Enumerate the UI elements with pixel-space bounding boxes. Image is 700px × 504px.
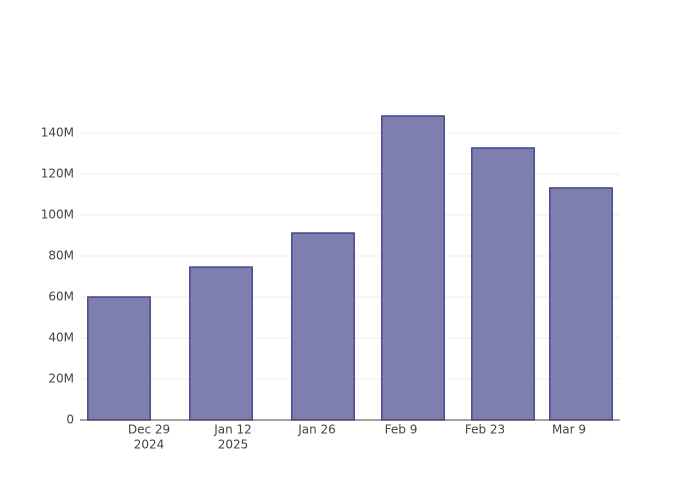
bar	[291, 232, 355, 421]
y-tick-label: 0	[66, 413, 74, 427]
bar	[189, 266, 253, 421]
x-tick-label: Feb 23	[465, 423, 505, 437]
bar	[87, 296, 151, 421]
bar	[471, 147, 535, 421]
y-tick-label: 140M	[41, 126, 74, 140]
y-tick-label: 60M	[48, 290, 74, 304]
x-tick-label: Jan 26	[297, 423, 336, 437]
x-tick-label: Mar 9	[552, 423, 586, 437]
y-tick-label: 40M	[48, 331, 74, 345]
bar	[381, 115, 445, 421]
y-tick-label: 80M	[48, 249, 74, 263]
x-tick-label: Dec 29	[128, 423, 170, 437]
x-tick-label: Jan 12	[213, 423, 252, 437]
x-tick-label: 2025	[218, 438, 249, 452]
bar	[549, 187, 613, 421]
y-tick-label: 20M	[48, 372, 74, 386]
x-tick-label: 2024	[134, 438, 165, 452]
y-tick-label: 120M	[41, 167, 74, 181]
x-tick-label: Feb 9	[385, 423, 418, 437]
y-tick-label: 100M	[41, 208, 74, 222]
